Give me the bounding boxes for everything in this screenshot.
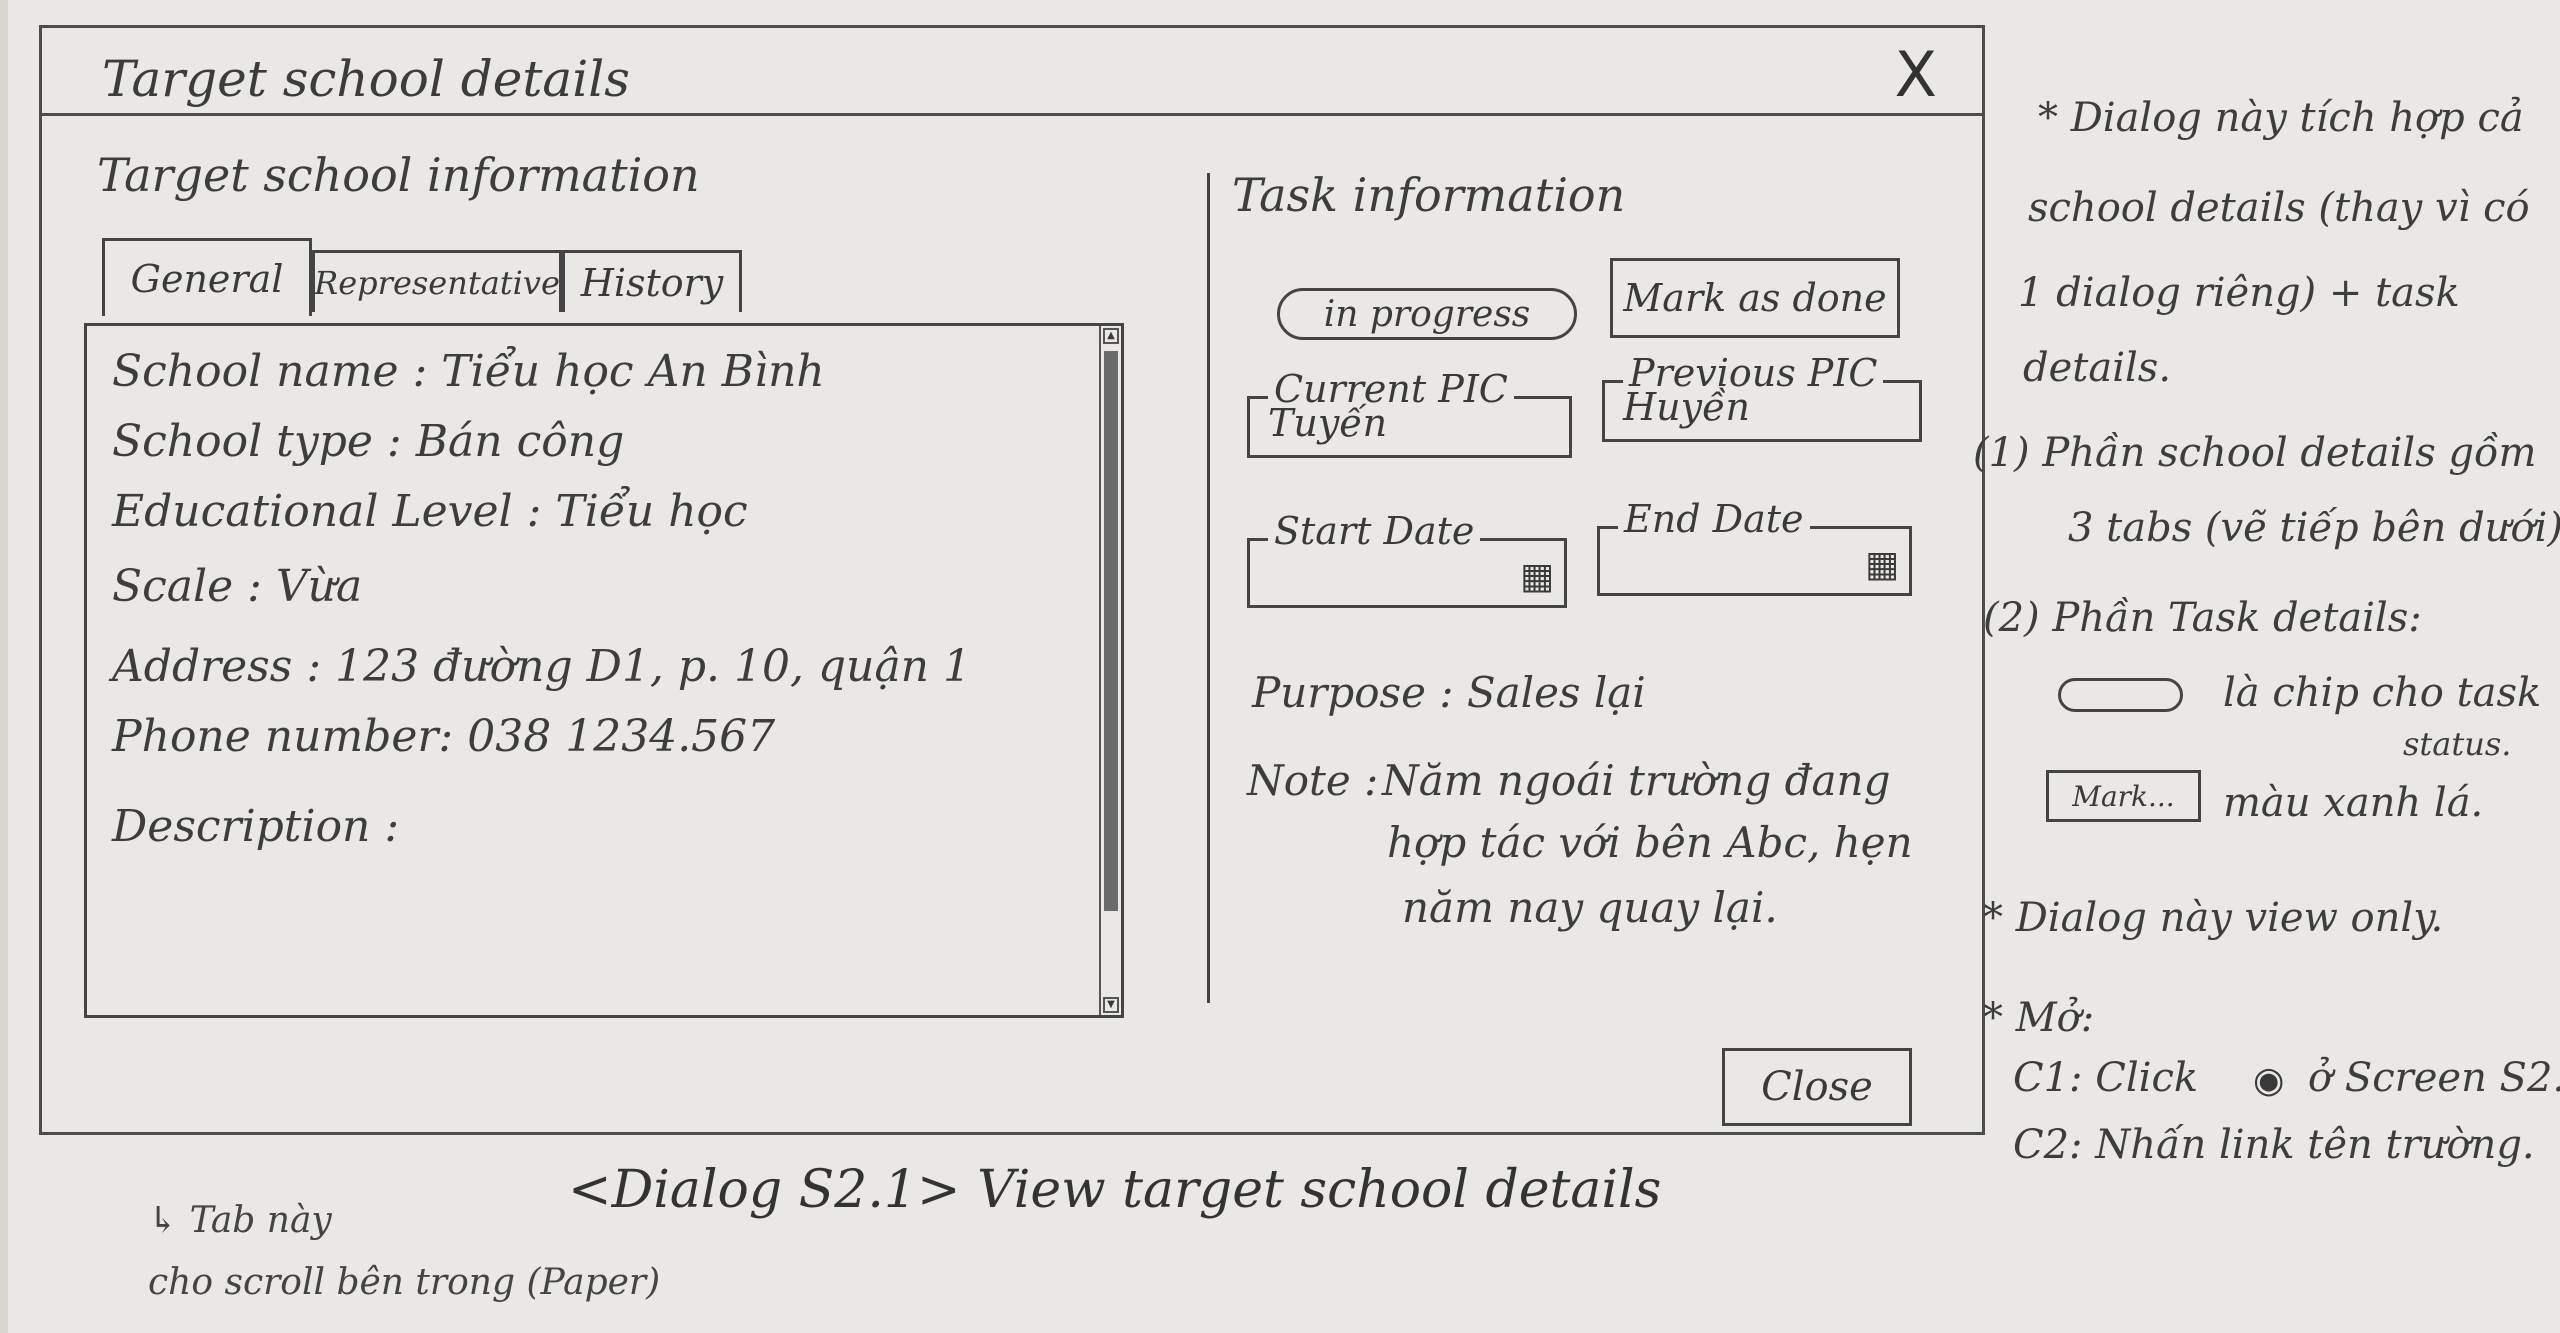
dialog-title: Target school details	[102, 50, 630, 108]
school-type-field: School type : Bán công	[112, 416, 625, 467]
paper-sheet: Target school details X Target school in…	[8, 0, 2560, 1333]
note-label: Note :	[1247, 756, 1379, 805]
end-date-field[interactable]: End Date ▦	[1597, 497, 1912, 596]
address-field: Address : 123 đường D1, p. 10, quận 1	[112, 641, 971, 692]
end-date-label: End Date	[1618, 497, 1810, 541]
side-note-line: ở Screen S2.	[2308, 1055, 2560, 1101]
side-note-line: * Dialog này view only.	[1983, 895, 2444, 941]
side-note-line: status.	[2403, 725, 2512, 763]
side-note-line: 1 dialog riêng) + task	[2018, 270, 2460, 316]
target-school-dialog: Target school details X Target school in…	[39, 25, 1985, 1135]
eye-icon: ◉	[2253, 1060, 2285, 1101]
current-pic-value: Tuyến	[1268, 401, 1388, 445]
previous-pic-value: Huyền	[1623, 385, 1750, 429]
scroll-thumb[interactable]	[1104, 351, 1118, 911]
side-note-line: details.	[2023, 345, 2172, 391]
side-note-line: (2) Phần Task details:	[1983, 595, 2422, 641]
school-name-field: School name : Tiểu học An Bình	[112, 346, 825, 397]
panel-scrollbar[interactable]: ▲ ▼	[1099, 326, 1121, 1015]
start-date-label: Start Date	[1268, 509, 1481, 553]
side-note-line: 3 tabs (vẽ tiếp bên dưới).	[2068, 505, 2560, 551]
mark-as-done-button[interactable]: Mark as done	[1610, 258, 1900, 338]
school-info-title: Target school information	[97, 148, 700, 202]
mark-example-button: Mark...	[2046, 770, 2201, 822]
note-line: hợp tác với bên Abc, hẹn	[1387, 818, 1913, 867]
calendar-icon[interactable]: ▦	[1864, 544, 1899, 585]
educational-level-field: Educational Level : Tiểu học	[112, 486, 748, 537]
dialog-caption: <Dialog S2.1> View target school details	[568, 1160, 1662, 1220]
close-button[interactable]: Close	[1722, 1048, 1912, 1126]
scroll-down-icon[interactable]: ▼	[1103, 997, 1119, 1013]
side-note-line: C1: Click	[2013, 1055, 2199, 1101]
general-tab-panel: School name : Tiểu học An Bình School ty…	[84, 323, 1124, 1018]
previous-pic-label: Previous PIC	[1623, 351, 1884, 395]
note-line: Năm ngoái trường đang	[1382, 756, 1891, 805]
side-note-line: là chip cho task	[2223, 670, 2542, 716]
status-chip: in progress	[1277, 288, 1577, 340]
chip-example-shape	[2058, 678, 2183, 712]
purpose-text: Purpose : Sales lại	[1252, 668, 1646, 717]
current-pic-field: Current PIC Tuyến	[1247, 367, 1572, 458]
previous-pic-field: Previous PIC Huyền	[1602, 351, 1922, 442]
scale-field: Scale : Vừa	[112, 561, 363, 612]
task-info-title: Task information	[1232, 168, 1626, 222]
tab-history[interactable]: History	[562, 250, 742, 312]
side-note-line: * Dialog này tích hợp cả	[2038, 95, 2524, 141]
section-divider	[1207, 173, 1210, 1003]
current-pic-label: Current PIC	[1268, 367, 1514, 411]
side-note-line: school details (thay vì có	[2028, 185, 2530, 231]
close-icon[interactable]: X	[1894, 38, 1937, 111]
scroll-up-icon[interactable]: ▲	[1103, 328, 1119, 344]
side-note-line: * Mở:	[1983, 995, 2095, 1041]
scroll-note-line: ↳ Tab này	[148, 1200, 332, 1241]
note-line: năm nay quay lại.	[1402, 883, 1778, 932]
calendar-icon[interactable]: ▦	[1519, 556, 1554, 597]
tab-general[interactable]: General	[102, 238, 312, 316]
side-note-line: (1) Phần school details gồm	[1973, 430, 2537, 476]
description-field: Description :	[112, 801, 400, 852]
side-note-line: C2: Nhấn link tên trường.	[2013, 1122, 2535, 1168]
dialog-titlebar: Target school details X	[42, 28, 1982, 116]
tab-representative[interactable]: Representative	[312, 250, 562, 312]
side-note-line: màu xanh lá.	[2223, 780, 2484, 826]
scroll-note-line: cho scroll bên trong (Paper)	[148, 1262, 661, 1303]
phone-field: Phone number: 038 1234.567	[112, 711, 776, 762]
start-date-field[interactable]: Start Date ▦	[1247, 509, 1567, 608]
